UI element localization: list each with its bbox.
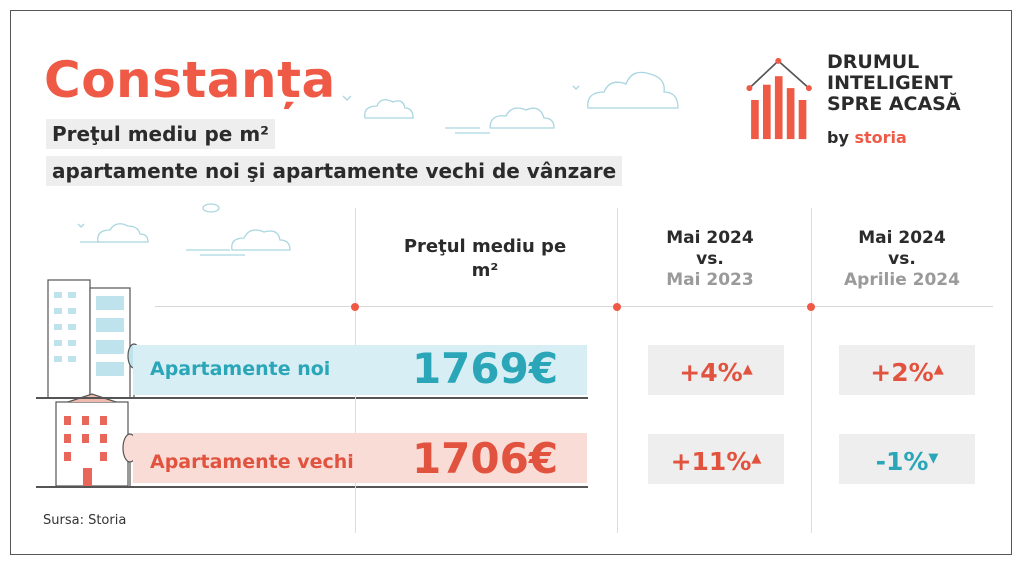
arrow-down-icon: ▼ — [928, 451, 939, 466]
yoy-header-line-1: Mai 2024 — [666, 228, 754, 248]
arrow-up-icon: ▲ — [751, 451, 762, 466]
header-divider — [155, 306, 993, 307]
price-old: 1706€ — [411, 434, 559, 483]
mom-value-old: -1% — [875, 447, 929, 476]
logo-brand: storia — [854, 128, 907, 147]
source-note: Sursa: Storia — [43, 513, 127, 528]
yoy-header-line-3: Mai 2023 — [666, 270, 754, 290]
logo-by-line: by storia — [827, 128, 907, 147]
yoy-value-new: +4% — [679, 358, 743, 387]
subtitle-line-1: Preţul mediu pe m² — [46, 119, 275, 149]
house-bar-chart-icon — [746, 57, 812, 140]
divider-dot-2 — [613, 303, 621, 311]
row-band-old — [133, 433, 587, 483]
yoy-change-old: +11%▲ — [648, 434, 784, 484]
buildings-illustration — [47, 279, 141, 487]
logo-line-3: SPRE ACASĂ — [827, 93, 961, 115]
row-label-new: Apartamente noi — [150, 358, 331, 380]
price-column-header: Preţul mediu pe m² — [403, 236, 567, 281]
column-divider-2 — [617, 208, 618, 533]
row-band-new — [133, 345, 587, 395]
divider-dot-3 — [807, 303, 815, 311]
divider-dot-1 — [351, 303, 359, 311]
mom-column-header: Mai 2024 vs. Aprilie 2024 — [822, 228, 982, 291]
mom-header-line-3: Aprilie 2024 — [844, 270, 960, 290]
price-new: 1769€ — [411, 344, 559, 393]
logo-line-2: INTELIGENT — [827, 72, 953, 94]
logo-by: by — [827, 128, 849, 147]
mom-value-new: +2% — [870, 358, 934, 387]
city-title: Constanța — [44, 51, 336, 109]
mom-header-line-2: vs. — [888, 249, 916, 269]
yoy-change-new: +4%▲ — [648, 345, 784, 395]
column-divider-3 — [811, 208, 812, 533]
logo-text: DRUMUL INTELIGENT SPRE ACASĂ — [827, 52, 961, 115]
logo-line-1: DRUMUL — [827, 51, 920, 73]
yoy-header-line-2: vs. — [696, 249, 724, 269]
ground-line-new — [36, 397, 588, 399]
ground-line-old — [36, 486, 588, 488]
mom-change-new: +2%▲ — [839, 345, 975, 395]
yoy-column-header: Mai 2024 vs. Mai 2023 — [630, 228, 790, 291]
yoy-value-old: +11% — [670, 447, 752, 476]
arrow-up-icon: ▲ — [933, 362, 944, 377]
subtitle-line-2: apartamente noi şi apartamente vechi de … — [46, 156, 623, 186]
infographic-frame — [10, 10, 1012, 555]
arrow-up-icon: ▲ — [742, 362, 753, 377]
row-label-old: Apartamente vechi — [150, 451, 354, 473]
mom-header-line-1: Mai 2024 — [858, 228, 946, 248]
mom-change-old: -1%▼ — [839, 434, 975, 484]
